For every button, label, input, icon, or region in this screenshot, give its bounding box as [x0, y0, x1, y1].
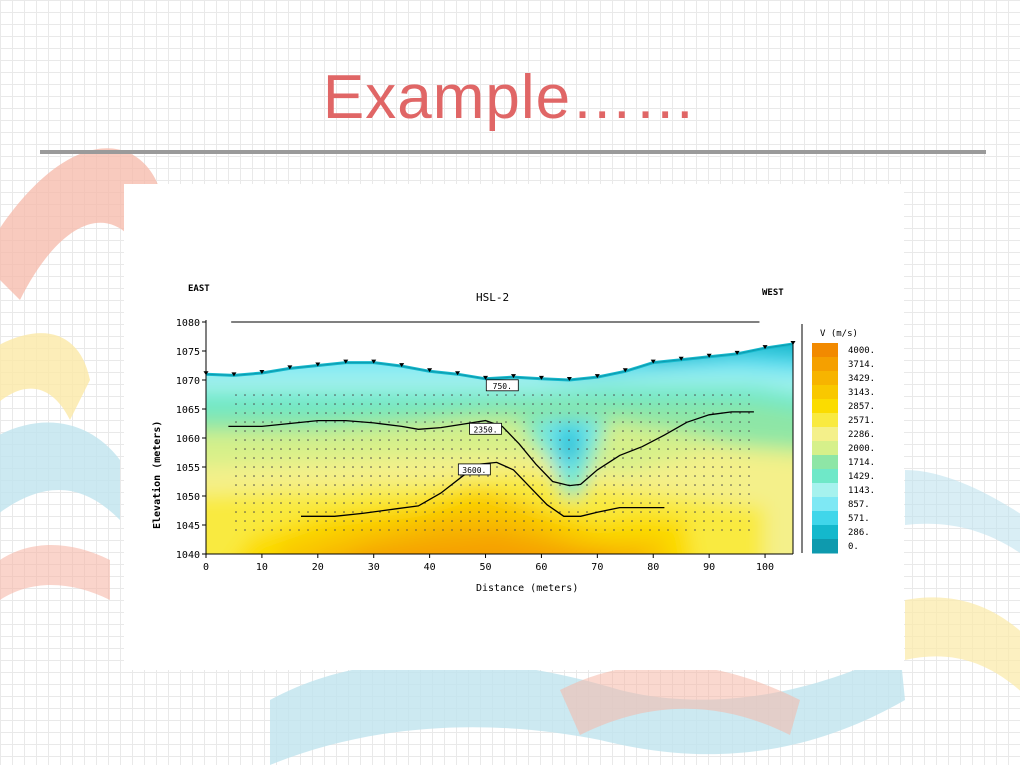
colorbar-swatch [812, 469, 838, 484]
colorbar-label: 3143. [848, 388, 875, 398]
x-tick-label: 30 [368, 562, 380, 573]
x-tick-label: 10 [256, 562, 268, 573]
colorbar-label: 3429. [848, 374, 875, 384]
geophone-marker [287, 365, 293, 370]
y-axis-label: Elevation (meters) [151, 421, 163, 529]
colorbar-swatch [812, 511, 838, 526]
ray-coverage-dots [228, 391, 754, 531]
contour-label: 3600. [462, 466, 486, 475]
colorbar-label: 2286. [848, 430, 875, 440]
x-tick-label: 50 [480, 562, 492, 573]
y-tick-label: 1070 [176, 376, 200, 387]
geophone-marker [455, 371, 461, 376]
x-tick-label: 70 [591, 562, 603, 573]
x-tick-label: 60 [535, 562, 547, 573]
colorbar-swatch [812, 385, 838, 400]
colorbar-swatch [812, 483, 838, 498]
velocity-colorbar: V (m/s) 4000. 3714. 3429. 3143. 2857. 2571. 228… [801, 324, 875, 554]
y-tick-label: 1040 [176, 550, 200, 561]
east-label: EAST [188, 284, 210, 294]
colorbar-title: V (m/s) [820, 329, 858, 339]
geophone-marker [706, 353, 712, 358]
geophone-marker [315, 362, 321, 367]
x-tick-label: 90 [703, 562, 715, 573]
x-tick-label: 40 [424, 562, 436, 573]
title-divider [40, 150, 986, 154]
geophone-marker [231, 372, 237, 377]
colorbar-swatch [812, 497, 838, 512]
geophone-marker [259, 370, 265, 375]
colorbar-swatch [812, 343, 838, 358]
contour-label-box [485, 379, 519, 392]
velocity-band [206, 344, 793, 380]
colorbar-label: 2857. [848, 402, 875, 412]
contour-label: 2350. [473, 425, 497, 434]
x-tick-label: 20 [312, 562, 324, 573]
contour-label: 750. [493, 382, 512, 391]
slide-title: Example…… [322, 63, 698, 132]
y-tick-label: 1045 [176, 521, 200, 532]
colorbar-swatch [812, 371, 838, 386]
colorbar-label: 1429. [848, 472, 875, 482]
colorbar-label: 3714. [848, 360, 875, 370]
colorbar-swatch [812, 539, 838, 554]
geophone-marker [538, 375, 544, 380]
chart-axes: 0 10 20 30 40 50 60 70 80 90 100 1040 1045 1050 1055 10… [176, 318, 794, 573]
geophone-marker [622, 368, 628, 373]
geophone-marker [427, 368, 433, 373]
colorbar-label: 1714. [848, 458, 875, 468]
geophone-marker [510, 374, 516, 379]
colorbar-label: 571. [848, 514, 870, 524]
y-tick-label: 1065 [176, 405, 200, 416]
x-axis-label: Distance (meters) [476, 583, 578, 594]
colorbar-label: 1143. [848, 486, 875, 496]
colorbar-label: 0. [848, 542, 859, 552]
x-tick-label: 0 [203, 562, 209, 573]
colorbar-label: 286. [848, 528, 870, 538]
y-tick-label: 1075 [176, 347, 200, 358]
colorbar-swatch [812, 413, 838, 428]
velocity-section-chart: EAST WEST HSL-2 750. 2350. 3600. 0 10 20 30 40… [151, 284, 875, 594]
geophone-marker [399, 363, 405, 368]
geophone-marker [650, 359, 656, 364]
geophone-marker [483, 375, 489, 380]
figure-panel: EAST WEST HSL-2 750. 2350. 3600. 0 10 20 30 40… [124, 184, 904, 670]
x-tick-label: 100 [756, 562, 774, 573]
velocity-band [642, 344, 793, 363]
contour-label-box [457, 463, 491, 476]
contour-lines: 750. 2350. 3600. [228, 321, 760, 517]
geophone-marker [734, 350, 740, 355]
colorbar-label: 4000. [848, 346, 875, 356]
colorbar-swatch [812, 455, 838, 470]
velocity-band [541, 344, 793, 378]
geophone-marker [343, 359, 349, 364]
geophone-marker [566, 377, 572, 381]
geophone-marker [762, 345, 768, 350]
ground-surface-edge [205, 343, 794, 381]
contour-label-box [469, 422, 502, 435]
dot-field [228, 391, 754, 531]
y-tick-label: 1055 [176, 463, 200, 474]
y-tick-label: 1080 [176, 318, 200, 329]
colorbar-swatch [812, 399, 838, 414]
x-tick-label: 80 [647, 562, 659, 573]
contour-line [301, 461, 665, 517]
colorbar-label: 857. [848, 500, 870, 510]
geophone-marker [594, 374, 600, 379]
colorbar-swatch [812, 357, 838, 372]
contour-line [228, 411, 754, 487]
west-label: WEST [762, 288, 784, 298]
geophone-marker [790, 341, 796, 346]
colorbar-swatch [812, 525, 838, 540]
chart-title: HSL-2 [476, 291, 509, 304]
colorbar-label: 2571. [848, 416, 875, 426]
y-tick-label: 1060 [176, 434, 200, 445]
colorbar-swatch [812, 441, 838, 456]
colorbar-label: 2000. [848, 444, 875, 454]
geophone-marker [371, 359, 377, 364]
geophone-marker [678, 356, 684, 361]
y-tick-label: 1050 [176, 492, 200, 503]
colorbar-swatch [812, 427, 838, 442]
